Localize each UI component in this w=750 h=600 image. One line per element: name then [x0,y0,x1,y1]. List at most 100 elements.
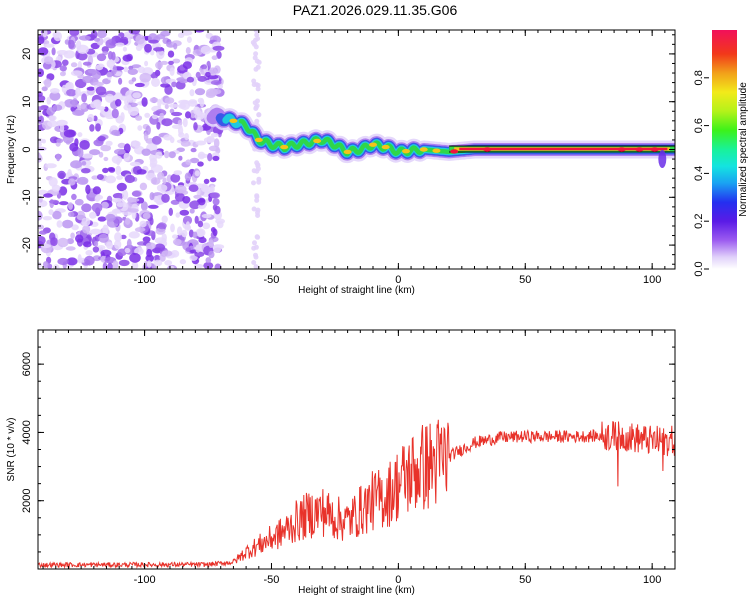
noise-blob [164,104,169,110]
noise-blob [161,233,167,242]
noise-blob [150,72,159,79]
noise-blob [182,196,191,204]
ridge-hotspot [368,142,377,147]
noise-blob [142,212,151,220]
noise-blob [95,123,101,132]
noise-blob [253,106,259,111]
noise-blob [92,246,100,253]
noise-blob [51,184,61,192]
noise-blob [155,151,163,159]
noise-blob [111,108,119,119]
noise-blob [189,200,201,210]
noise-blob [251,206,257,212]
x-tick-label: -100 [134,574,156,586]
noise-blob [71,224,79,231]
noise-blob [52,210,62,220]
noise-blob [147,204,159,209]
noise-blob [252,100,258,106]
noise-blob [154,243,166,252]
colorbar-tick-label: 0.0 [693,261,705,276]
noise-blob [89,211,97,219]
noise-blob [208,250,215,259]
noise-blob [205,257,212,264]
noise-blob [44,78,52,88]
noise-blob [70,232,75,239]
noise-blob [92,186,102,195]
noise-blob [82,75,94,84]
noise-blob [75,234,84,243]
noise-blob [95,64,104,71]
noise-blob [56,153,61,162]
noise-blob [120,112,125,122]
noise-blob [116,202,125,208]
noise-blob [42,30,48,38]
noise-blob [252,41,257,47]
noise-blob [161,215,168,224]
noise-blob [187,100,198,107]
noise-blob [80,103,86,110]
noise-blob [62,59,69,66]
noise-blob [185,247,192,252]
noise-blob [50,237,58,247]
noise-blob [197,204,206,210]
noise-blob [251,180,256,186]
noise-blob [144,43,152,53]
noise-blob [203,178,210,184]
x-tick-label: 100 [643,274,661,286]
heatmap-signal-ridge [204,105,675,169]
y-tick-label: 4000 [21,420,33,444]
noise-blob [68,39,75,49]
noise-blob [182,61,192,69]
noise-blob [151,135,162,145]
noise-blob [209,88,222,95]
x-tick-label: -50 [264,574,280,586]
noise-blob [210,132,219,138]
noise-blob [115,99,122,107]
noise-blob [38,152,42,162]
noise-blob [111,155,123,164]
noise-blob [101,46,110,53]
noise-blob [179,209,190,216]
noise-blob [62,219,74,229]
noise-blob [255,234,261,240]
noise-blob [185,221,191,230]
noise-blob [70,160,83,169]
noise-blob [81,161,87,166]
noise-blob [131,77,137,82]
noise-blob [97,216,107,222]
noise-blob [39,230,47,235]
y-axis-title: SNR (10 * v/v) [6,418,17,482]
noise-blob [132,92,141,99]
noise-blob [38,236,46,245]
noise-blob [105,175,117,184]
noise-blob [186,76,195,83]
heatmap-noise-field [38,30,262,269]
noise-blob [95,86,107,96]
colorbar-tick-label: 0.8 [693,70,705,85]
noise-blob [46,107,56,116]
noise-blob [195,244,201,253]
noise-blob [76,210,86,221]
noise-blob [152,114,158,120]
noise-blob [153,47,165,52]
noise-blob [134,82,145,88]
noise-blob [194,88,206,96]
noise-blob [81,168,91,174]
noise-blob [214,263,222,269]
noise-blob [82,61,92,66]
noise-blob [184,133,190,141]
noise-blob [188,229,194,238]
noise-blob [181,229,188,238]
noise-blob [38,115,45,124]
noise-blob [210,227,216,233]
noise-blob [157,171,165,180]
noise-blob [38,94,46,102]
noise-blob [59,65,67,72]
noise-blob [44,56,54,65]
noise-blob [91,202,103,213]
ridge-hotspot [432,148,441,153]
noise-blob [77,176,89,185]
noise-blob [173,42,178,50]
noise-blob [192,231,198,239]
